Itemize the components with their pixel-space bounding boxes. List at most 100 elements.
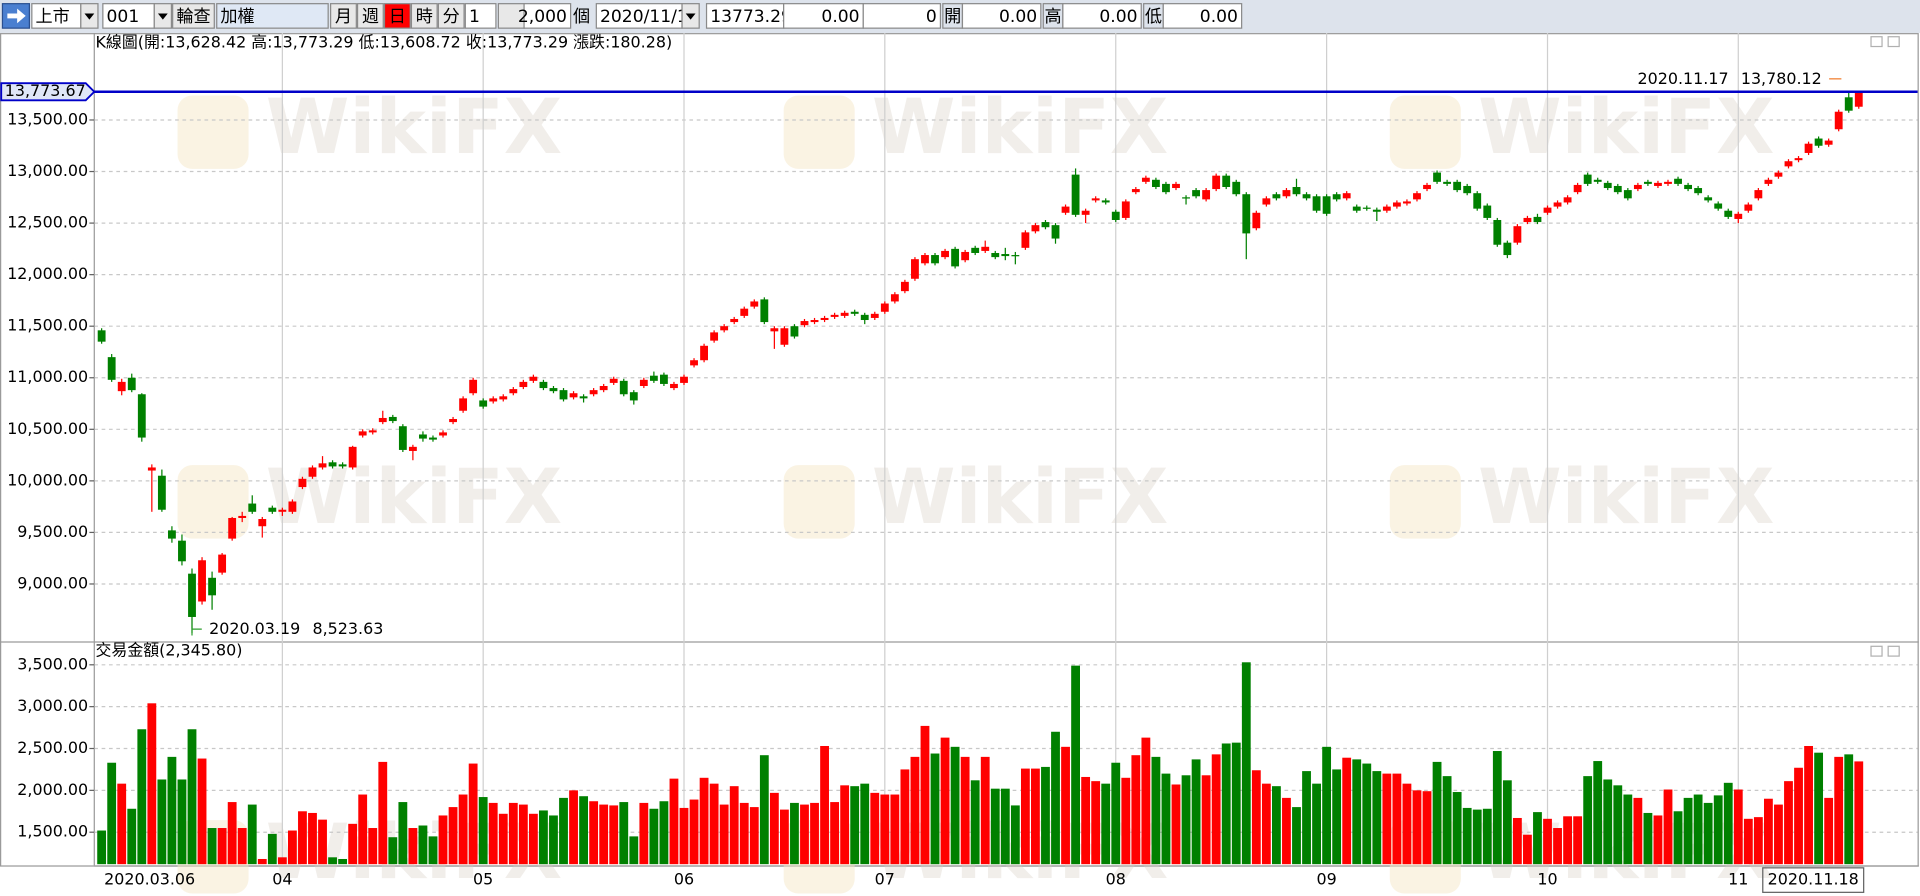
y-tick-label: 13,000.00	[7, 161, 88, 180]
candle-body	[408, 446, 417, 451]
volume-bar	[689, 799, 699, 865]
dropdown-arrow	[84, 13, 95, 20]
candle-body	[1382, 206, 1391, 211]
candle-body	[398, 426, 407, 450]
candle-body	[670, 383, 678, 389]
candle-body	[800, 321, 809, 326]
candle-body	[168, 530, 176, 539]
candle-body	[198, 560, 206, 602]
candle-body	[338, 464, 347, 467]
volume-bar	[1502, 780, 1512, 865]
period-button: 月	[335, 7, 352, 27]
candle-body	[1744, 204, 1753, 211]
volume-bar	[1472, 809, 1482, 865]
candle-body	[479, 400, 488, 407]
volume-bar	[1593, 761, 1603, 865]
volume-bar	[1020, 768, 1030, 865]
count-input-box[interactable]	[464, 3, 497, 29]
volume-bar	[759, 755, 769, 865]
volume-bar	[478, 797, 488, 865]
code-input-box[interactable]	[102, 3, 155, 29]
candle-body	[208, 577, 216, 596]
candle-body	[820, 317, 829, 321]
period-button-box[interactable]	[330, 3, 357, 29]
cursor-date-box	[1762, 867, 1865, 893]
candle-body	[1041, 222, 1050, 228]
volume-bar	[810, 802, 819, 865]
spin-box-box[interactable]	[497, 3, 525, 29]
rotate-button-box[interactable]	[172, 3, 215, 29]
volume-bar	[528, 813, 538, 865]
x-tick-label: 05	[473, 870, 493, 889]
period-button: 週	[362, 7, 379, 27]
period-button-box[interactable]	[437, 3, 465, 29]
minimize-icon[interactable]	[1870, 36, 1883, 48]
y-tick-label: 3,500.00	[17, 654, 88, 673]
candle-body	[870, 313, 879, 318]
x-tick-label: 10	[1537, 870, 1557, 889]
candle-body	[1091, 198, 1100, 201]
candle-body	[1794, 158, 1803, 161]
maximize-icon[interactable]	[1887, 36, 1900, 48]
volume-bar	[1031, 768, 1040, 865]
candle-body	[951, 248, 960, 267]
candle-body	[318, 463, 327, 468]
volume-bar	[1492, 751, 1502, 865]
watermark-logo	[783, 95, 855, 169]
change-field-box	[783, 3, 864, 29]
volume-bar	[1041, 766, 1050, 865]
candle-body	[1101, 200, 1110, 203]
volume-bar	[117, 783, 127, 865]
candle-body	[218, 554, 227, 573]
candle-body	[1583, 174, 1592, 184]
volume-bar	[1372, 771, 1382, 865]
market-select-box[interactable]	[31, 3, 82, 29]
volume-bar	[840, 785, 850, 865]
date-input-box[interactable]	[595, 3, 683, 29]
field-label: 開	[944, 7, 961, 27]
candle-body	[1804, 143, 1813, 153]
candle-body	[1724, 210, 1733, 217]
minimize-icon[interactable]	[1870, 645, 1883, 657]
candle-body	[1593, 179, 1602, 182]
volume-bar	[910, 756, 920, 865]
y-tick-label: 3,000.00	[17, 696, 88, 715]
volume-bar	[267, 833, 277, 865]
volume-bar	[1804, 745, 1813, 865]
period-button: 日	[389, 7, 406, 27]
volume-bar	[820, 745, 829, 865]
candle-body	[941, 250, 949, 258]
volume-bar	[147, 703, 157, 865]
volume-bar	[1231, 742, 1241, 865]
candle-body	[880, 303, 889, 312]
period-button-box[interactable]	[410, 3, 438, 29]
volume-bar	[1161, 773, 1171, 865]
candle-body	[690, 360, 698, 366]
volume-bar	[800, 804, 809, 865]
lots-input: 2,000	[518, 7, 567, 27]
candle-body	[1784, 161, 1793, 167]
x-tick-label: 07	[875, 870, 895, 889]
volume-bar	[1784, 781, 1793, 865]
period-button-box[interactable]	[356, 3, 384, 29]
volume-bar	[1663, 789, 1673, 865]
volume-bar	[207, 828, 217, 865]
candle-body	[157, 475, 166, 510]
volume-bar	[1673, 811, 1683, 865]
candle-body	[1694, 188, 1703, 194]
volume-bar	[739, 802, 749, 865]
low-value: 8,523.63	[312, 619, 383, 638]
lots-input-box[interactable]	[523, 3, 572, 29]
volume-bar	[1703, 802, 1713, 865]
volume-bar	[1753, 817, 1763, 865]
candle-body	[599, 386, 608, 391]
volume-bar	[97, 830, 107, 865]
candle-body	[1362, 207, 1371, 209]
field-label: 高	[1044, 7, 1061, 27]
volume-bar	[719, 804, 729, 865]
candle-body	[1152, 179, 1160, 187]
candle-body	[147, 467, 156, 471]
maximize-icon[interactable]	[1887, 645, 1900, 657]
period-button-box[interactable]	[383, 3, 411, 29]
